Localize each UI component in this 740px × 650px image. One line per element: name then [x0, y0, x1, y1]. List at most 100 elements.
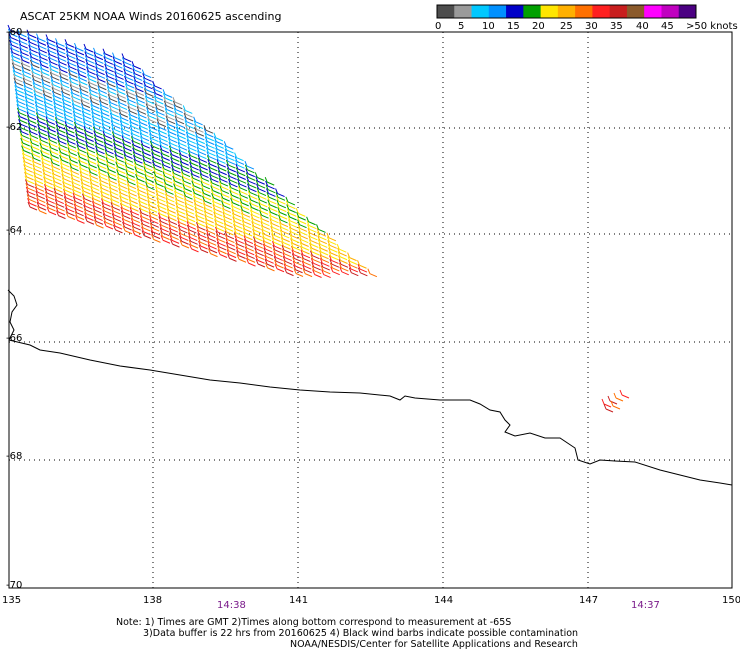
wind-barb — [136, 102, 146, 112]
wind-barb — [237, 186, 248, 196]
legend-swatch — [454, 5, 473, 18]
wind-barb — [312, 269, 322, 278]
wind-barb — [164, 104, 174, 113]
wind-barb — [63, 192, 74, 202]
wind-barb — [222, 215, 233, 225]
wind-barb — [88, 85, 98, 94]
wind-barb — [202, 195, 212, 205]
wind-barb — [199, 173, 210, 182]
wind-barb — [170, 238, 180, 248]
wind-barb — [57, 135, 67, 145]
wind-barb — [74, 42, 84, 52]
wind-barb — [148, 125, 158, 135]
wind-barb — [41, 165, 52, 174]
note-line-2: 3)Data buffer is 22 hrs from 20160625 4)… — [143, 628, 579, 639]
wind-barb — [90, 104, 101, 113]
wind-barb — [126, 184, 137, 193]
wind-barb — [31, 74, 42, 84]
wind-barb — [100, 111, 110, 121]
wind-barb — [7, 28, 18, 38]
wind-barb — [49, 71, 60, 81]
wind-barb — [34, 186, 45, 196]
wind-barb — [203, 125, 214, 134]
wind-barb — [46, 123, 56, 133]
wind-barb — [253, 243, 264, 253]
wind-barb — [148, 211, 159, 221]
wind-barb — [273, 256, 284, 265]
wind-barb — [48, 142, 59, 152]
wind-barb — [224, 230, 235, 240]
legend-label-25: 25 — [560, 21, 573, 32]
wind-barb — [155, 189, 166, 199]
wind-barb — [127, 109, 138, 119]
wind-barb — [265, 184, 276, 194]
wind-barb — [208, 248, 218, 258]
wind-barb — [110, 205, 121, 215]
wind-barb — [246, 257, 256, 267]
wind-barb — [99, 186, 110, 196]
wind-barb — [254, 172, 265, 181]
wind-barb — [120, 206, 131, 216]
wind-barb — [191, 180, 201, 190]
wind-barb — [88, 170, 99, 180]
wind-barb — [115, 82, 126, 92]
wind-barb — [46, 202, 56, 212]
wind-barb — [23, 88, 34, 98]
wind-barb — [172, 96, 183, 106]
wind-barb — [115, 161, 125, 171]
wind-barb — [181, 175, 192, 185]
wind-barb — [34, 97, 44, 106]
wind-barb — [128, 113, 139, 123]
wind-barb — [43, 176, 53, 186]
wind-barb — [179, 236, 189, 245]
wind-barb — [123, 154, 134, 163]
wind-barb — [95, 149, 106, 158]
wind-barb — [105, 160, 116, 170]
wind-barb — [246, 179, 257, 189]
wind-barb — [127, 191, 138, 201]
wind-barb — [161, 167, 172, 177]
wind-barb — [42, 93, 53, 103]
wind-barb — [79, 167, 89, 176]
wind-barb — [97, 89, 108, 98]
wind-barb — [73, 203, 84, 213]
wind-barb — [285, 196, 296, 206]
wind-barb — [209, 173, 219, 183]
wind-barb — [178, 149, 189, 159]
legend-swatch — [506, 5, 524, 18]
wind-barb — [86, 155, 97, 165]
wind-barb — [36, 40, 47, 50]
wind-barb — [10, 54, 21, 64]
wind-barb — [328, 247, 338, 257]
wind-barb — [103, 141, 114, 151]
wind-barb — [72, 110, 83, 120]
wind-barb — [104, 67, 115, 77]
wind-barb — [147, 122, 158, 131]
wind-barb — [227, 171, 237, 180]
wind-barb — [230, 201, 241, 210]
wind-barb — [177, 224, 188, 234]
wind-barb — [216, 238, 226, 247]
wind-barb — [125, 169, 135, 178]
wind-barb — [92, 208, 103, 218]
wind-barb — [228, 178, 238, 188]
wind-barb — [70, 177, 81, 187]
wind-barb — [214, 222, 225, 232]
wind-barb — [281, 241, 291, 250]
wind-barb — [174, 198, 185, 208]
wind-barb — [289, 230, 299, 240]
wind-barb — [43, 183, 54, 193]
wind-barb — [367, 268, 378, 278]
wind-barb — [240, 212, 251, 222]
wind-barb — [67, 65, 78, 75]
wind-barb — [92, 204, 102, 214]
wind-barb — [68, 154, 78, 164]
wind-barb — [81, 106, 91, 116]
wind-barb — [254, 251, 265, 260]
wind-barb — [76, 61, 86, 71]
wind-barb — [85, 62, 96, 72]
wind-barb — [69, 166, 80, 175]
wind-barb — [173, 108, 184, 117]
wind-barb — [263, 251, 274, 261]
wind-barb — [180, 164, 190, 174]
